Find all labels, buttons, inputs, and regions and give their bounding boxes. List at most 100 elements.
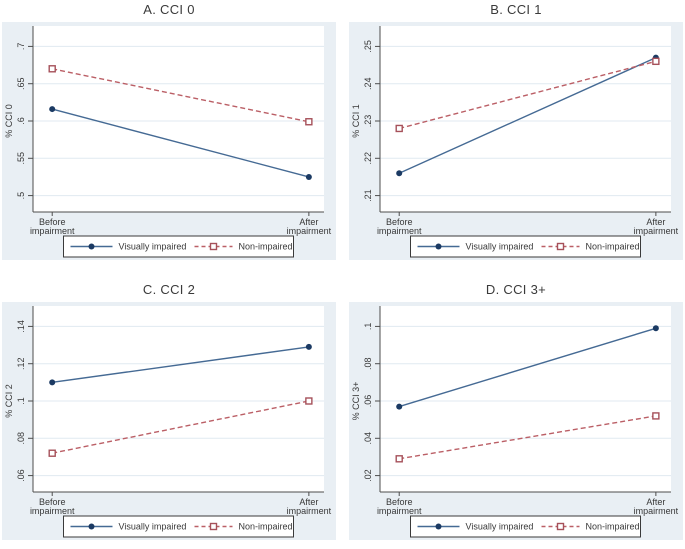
- data-point-marker: [305, 397, 313, 405]
- legend-marker: [88, 243, 95, 250]
- panel-title: A. CCI 0: [143, 2, 195, 17]
- data-point-marker: [652, 325, 659, 332]
- y-axis-label: % CCI 0: [4, 104, 14, 138]
- svg-text:.25: .25: [363, 40, 373, 53]
- legend: Visually impaired Non-impaired: [63, 515, 294, 538]
- chart-svg: .5.55.6.65.7% CCI 0BeforeimpairmentAfter…: [4, 26, 332, 258]
- data-point-marker: [396, 170, 403, 177]
- svg-text:.12: .12: [16, 357, 26, 370]
- series-line: [52, 400, 310, 454]
- gridlines: [380, 45, 671, 197]
- svg-text:After: After: [299, 217, 318, 227]
- svg-text:.6: .6: [16, 117, 26, 125]
- legend-marker: [435, 243, 442, 250]
- data-point-marker: [49, 106, 56, 113]
- svg-text:.1: .1: [363, 323, 373, 331]
- series-visually-impaired: [49, 343, 312, 386]
- series-non-impaired: [395, 412, 660, 463]
- plot-area: [33, 306, 324, 492]
- svg-text:.22: .22: [363, 152, 373, 165]
- legend-marker: [209, 522, 218, 531]
- svg-text:.04: .04: [363, 432, 373, 445]
- svg-text:impairment: impairment: [634, 226, 679, 236]
- axes: [375, 26, 671, 216]
- y-axis-label: % CCI 1: [351, 104, 361, 138]
- series-line: [398, 56, 657, 174]
- series-line: [399, 327, 657, 408]
- svg-text:.21: .21: [363, 189, 373, 202]
- svg-text:.55: .55: [16, 152, 26, 165]
- svg-text:.08: .08: [363, 357, 373, 370]
- svg-text:After: After: [299, 497, 318, 507]
- svg-text:Before: Before: [39, 497, 66, 507]
- svg-text:impairment: impairment: [287, 506, 332, 516]
- plot-area: [33, 26, 324, 212]
- series-visually-impaired: [396, 325, 659, 410]
- svg-text:impairment: impairment: [30, 506, 75, 516]
- svg-text:.14: .14: [16, 320, 26, 333]
- svg-text:Before: Before: [386, 497, 413, 507]
- svg-text:.5: .5: [16, 192, 26, 200]
- series-non-impaired: [395, 57, 660, 133]
- svg-text:.06: .06: [363, 395, 373, 408]
- legend-label: Visually impaired: [466, 242, 534, 252]
- svg-text:impairment: impairment: [30, 226, 75, 236]
- legend-label: Visually impaired: [466, 522, 534, 532]
- figure-grid: A. CCI 0 .5.55.6.65.7% CCI 0 Before impair…: [2, 2, 683, 540]
- y-tick-labels: .21 .22 .23 .24 .25: [363, 40, 373, 202]
- data-point-marker: [48, 449, 56, 457]
- svg-text:impairment: impairment: [287, 226, 332, 236]
- series-line: [52, 68, 310, 123]
- data-point-marker: [396, 403, 403, 410]
- panel-title: C. CCI 2: [142, 282, 196, 297]
- legend: Visually impaired Non-impaired: [63, 235, 294, 258]
- legend-label: Visually impaired: [119, 522, 187, 532]
- series-non-impaired: [48, 65, 313, 126]
- legend-marker: [556, 242, 565, 251]
- svg-text:After: After: [646, 497, 665, 507]
- data-point-marker: [305, 173, 312, 180]
- axes: [28, 306, 324, 496]
- panel-cci-2: C. CCI 2 .06.08.1.12.14% CCI 2 Before impa…: [2, 282, 336, 540]
- axes: [375, 306, 671, 496]
- data-point-marker: [395, 455, 403, 463]
- chart-svg: .06.08.1.12.14% CCI 2BeforeimpairmentAft…: [4, 306, 332, 538]
- series-line: [399, 415, 656, 460]
- gridlines: [33, 325, 324, 477]
- legend-marker: [209, 242, 218, 251]
- panel-chart: .02.04.06.08.1% CCI 3+ Before impairment Af…: [349, 302, 683, 540]
- svg-text:.08: .08: [16, 432, 26, 445]
- panel-cci-1: B. CCI 1 .21.22.23.24.25% CCI 1 Before imp…: [349, 2, 683, 260]
- legend-box: [63, 515, 294, 538]
- panel-chart: .5.55.6.65.7% CCI 0 Before impairment After…: [2, 22, 336, 260]
- svg-text:.65: .65: [16, 77, 26, 90]
- svg-text:Before: Before: [39, 217, 66, 227]
- panel-chart: .06.08.1.12.14% CCI 2 Before impairment Aft…: [2, 302, 336, 540]
- y-axis-label: % CCI 2: [4, 384, 14, 418]
- series-line: [52, 346, 309, 384]
- svg-text:.24: .24: [363, 77, 373, 90]
- y-tick-labels: .06 .08 .1 .12 .14: [16, 320, 26, 482]
- chart-svg: .21.22.23.24.25% CCI 1BeforeimpairmentAf…: [351, 26, 679, 258]
- legend-marker: [88, 523, 95, 530]
- series-non-impaired: [48, 397, 313, 457]
- gridlines: [33, 45, 324, 197]
- svg-text:Before: Before: [386, 217, 413, 227]
- svg-text:.06: .06: [16, 469, 26, 482]
- legend-label: Non-impaired: [586, 522, 640, 532]
- panel-chart: .21.22.23.24.25% CCI 1 Before impairment Af…: [349, 22, 683, 260]
- legend: Visually impaired Non-impaired: [410, 515, 641, 538]
- panel-cci-3plus: D. CCI 3+ .02.04.06.08.1% CCI 3+ Before im…: [349, 282, 683, 540]
- svg-text:.7: .7: [16, 43, 26, 51]
- svg-text:impairment: impairment: [377, 506, 422, 516]
- y-tick-labels: .5 .55 .6 .65 .7: [16, 43, 26, 200]
- legend-label: Non-impaired: [239, 522, 293, 532]
- axes: [28, 26, 324, 216]
- legend-label: Non-impaired: [586, 242, 640, 252]
- legend-label: Non-impaired: [239, 242, 293, 252]
- legend-box: [63, 235, 294, 258]
